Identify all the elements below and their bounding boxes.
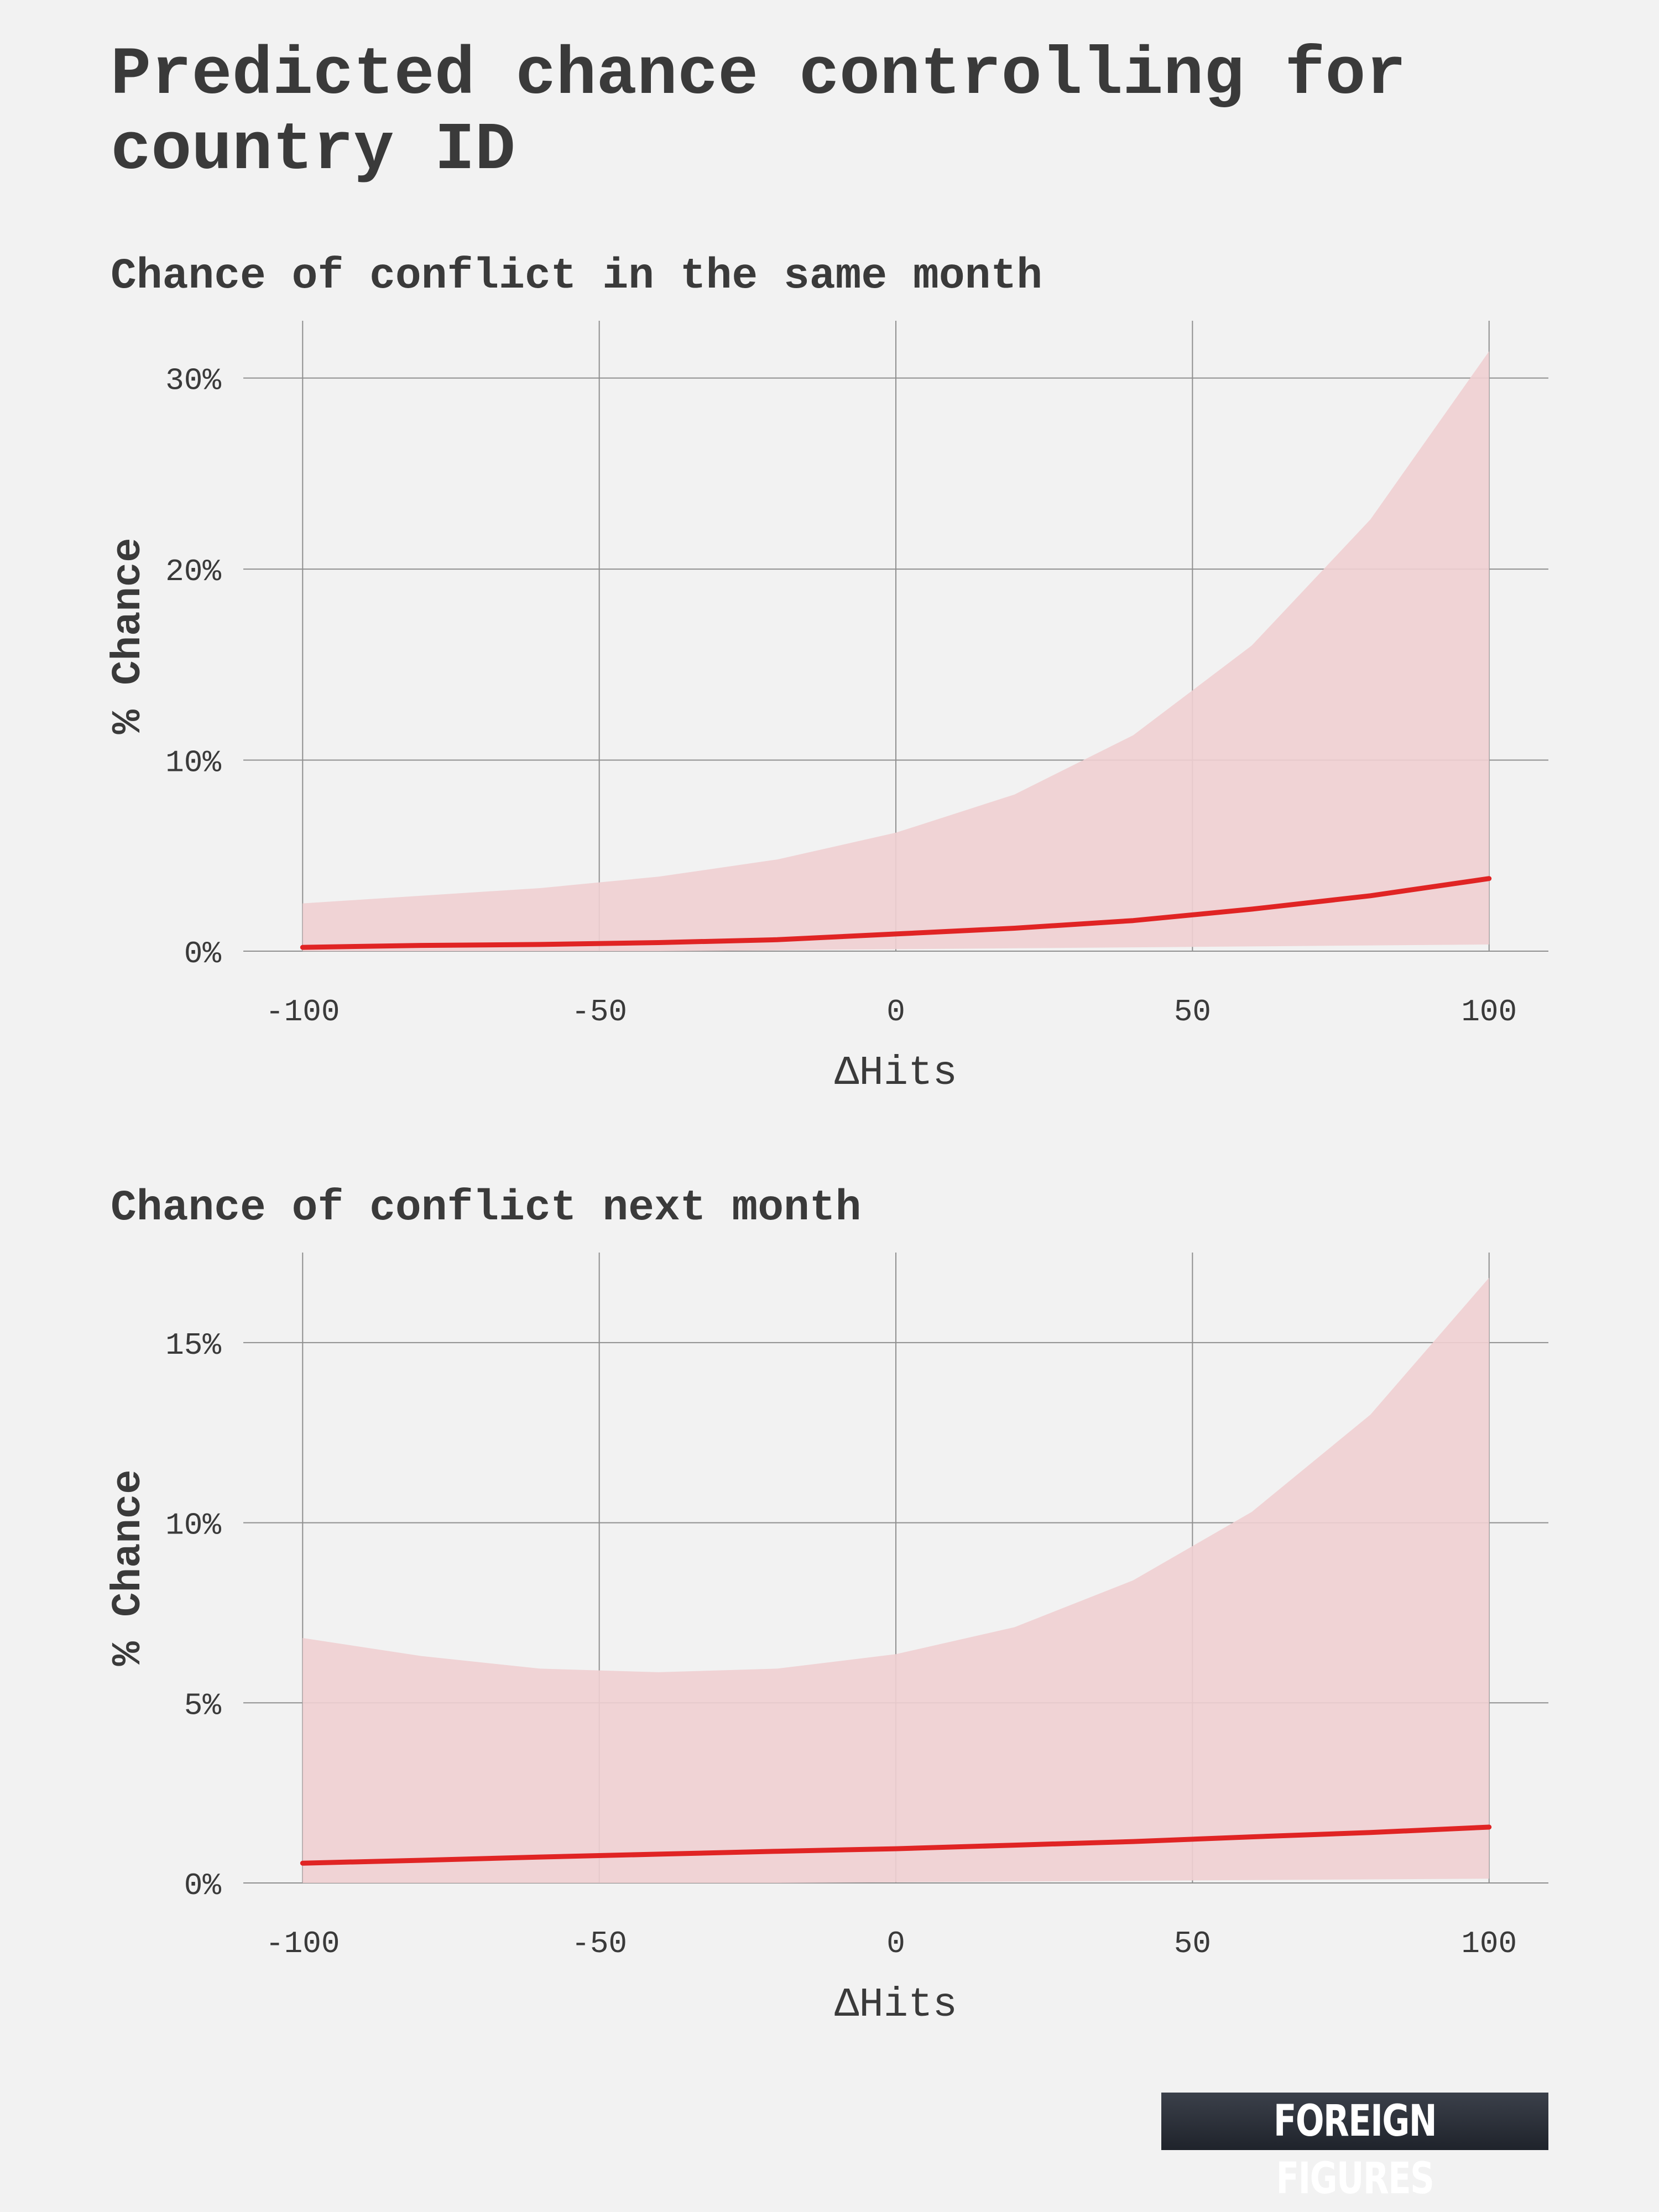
chart1-y-tick-label: 30% [165,363,221,399]
chart1-x-tick-label: -100 [265,994,340,1030]
chart1-x-tick-label: 100 [1461,994,1517,1030]
chart1-confidence-band [302,351,1489,951]
chart1-x-tick-label: 50 [1174,994,1211,1030]
chart2-y-tick-label: 5% [184,1688,222,1723]
chart1-y-axis-label: % Chance [106,538,152,734]
chart2-x-tick-label: 100 [1461,1926,1517,1961]
chart1-y-tick-label: 0% [184,936,222,972]
chart1-x-tick-label: -50 [571,994,627,1030]
chart1-x-axis-label: ΔHits [834,1050,957,1097]
chart2-subtitle: Chance of conflict next month [111,1184,861,1233]
chart1-y-tick-label: 10% [165,745,221,781]
chart2-y-tick-label: 0% [184,1868,222,1903]
page-title: Predicted chance controlling for country… [111,36,1406,189]
chart1-subtitle: Chance of conflict in the same month [111,252,1042,301]
brand-logo-text: FOREIGN FIGURES [1273,2096,1437,2204]
chart2-x-tick-label: -100 [265,1926,340,1961]
chart2-x-tick-label: -50 [571,1926,627,1961]
chart2-x-tick-label: 50 [1174,1926,1211,1961]
chart2-y-tick-label: 15% [165,1328,221,1363]
chart2-x-axis-label: ΔHits [834,1982,957,2028]
chart1-x-tick-label: 0 [886,994,905,1030]
chart1-series-line [300,876,1492,950]
chart2-confidence-band [302,1277,1489,1883]
chart2-series-line [300,1824,1492,1866]
chart2-x-tick-label: 0 [886,1926,905,1961]
chart1-y-tick-label: 20% [165,554,221,589]
chart2-y-axis-label: % Chance [106,1469,152,1666]
chart2-y-tick-label: 10% [165,1508,221,1543]
brand-logo: FOREIGN FIGURES [1161,2093,1548,2204]
